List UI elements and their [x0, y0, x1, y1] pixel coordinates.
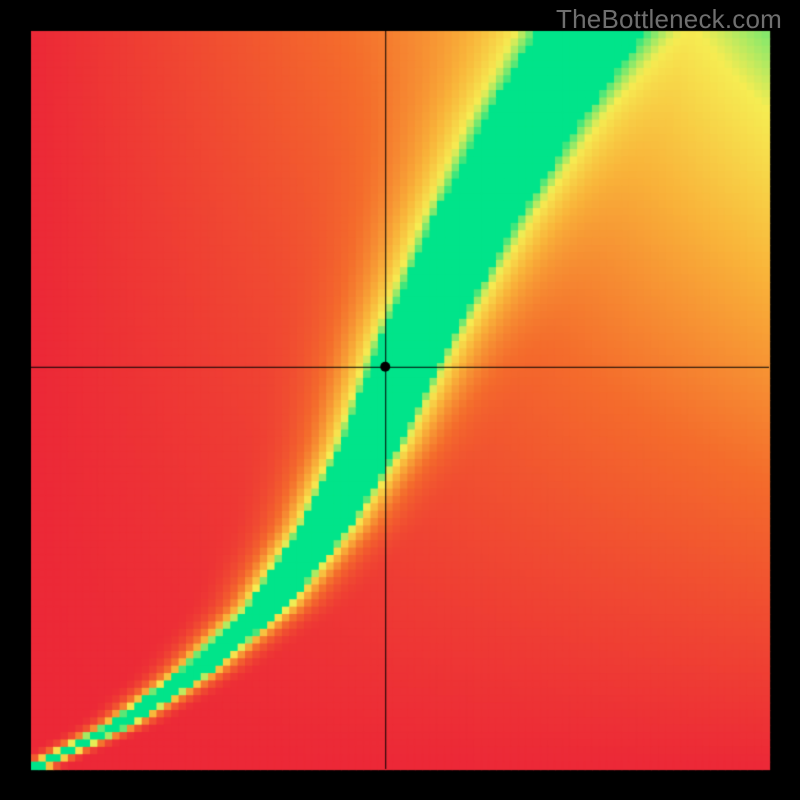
bottleneck-heatmap	[0, 0, 800, 800]
watermark-text: TheBottleneck.com	[556, 4, 782, 35]
figure-container: TheBottleneck.com	[0, 0, 800, 800]
